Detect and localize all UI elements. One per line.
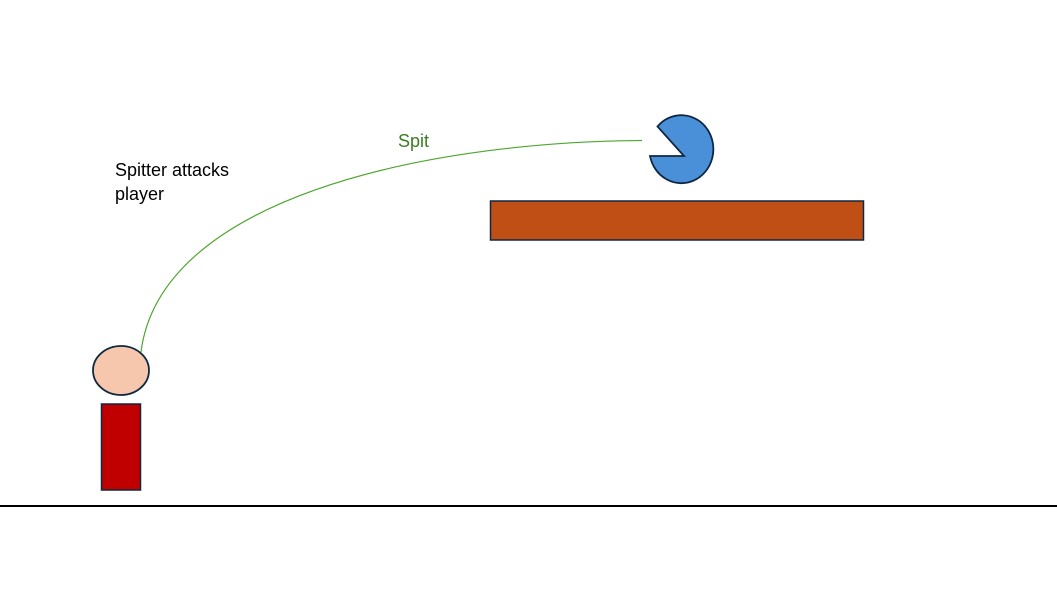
spit-label: Spit [398,131,430,151]
spit-projectile-path [140,139,643,353]
platform [489,200,865,241]
player-character [92,345,150,491]
spitter-enemy [648,114,715,185]
scene-caption: Spitter attacks player [115,160,230,204]
player-head [92,345,150,396]
player-body [100,403,142,491]
